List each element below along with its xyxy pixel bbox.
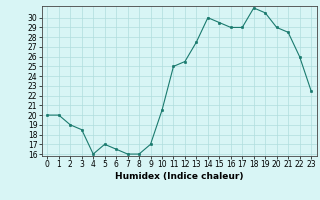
X-axis label: Humidex (Indice chaleur): Humidex (Indice chaleur) (115, 172, 244, 181)
